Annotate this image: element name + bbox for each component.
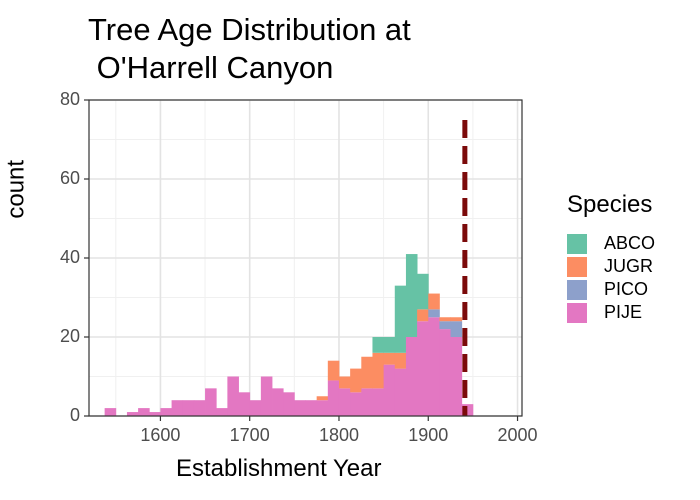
y-tick-label: 80 — [59, 89, 80, 109]
bar-pico — [428, 309, 440, 318]
bar-pije — [461, 404, 474, 416]
bar-pije — [372, 388, 385, 416]
bar-jugr — [439, 317, 451, 322]
bar-pije — [383, 364, 396, 416]
bar-jugr — [372, 352, 385, 389]
bar-abco — [372, 337, 385, 353]
bar-pije — [338, 388, 351, 416]
legend-title: Species — [567, 191, 653, 218]
y-axis-label: count — [2, 159, 30, 219]
bar-jugr — [316, 396, 329, 401]
bar-pije — [294, 400, 306, 416]
x-axis-label: Establishment Year — [176, 455, 382, 482]
bar-pije — [104, 408, 117, 416]
x-tick-label: 1800 — [318, 425, 359, 445]
y-tick-label: 0 — [69, 405, 80, 425]
bar-abco — [383, 337, 396, 353]
legend-swatch — [567, 257, 587, 277]
bar-jugr — [450, 317, 463, 322]
bar-pije — [182, 400, 195, 416]
bar-pije — [316, 400, 329, 416]
x-tick-label: 2000 — [497, 425, 538, 445]
y-tick-label: 60 — [59, 168, 80, 188]
bar-jugr — [350, 368, 362, 393]
bar-pije — [160, 408, 172, 416]
bar-pije — [149, 412, 161, 416]
bar-pije — [350, 392, 362, 416]
legend-swatch — [567, 303, 587, 323]
bar-pije — [238, 392, 251, 416]
bar-jugr — [383, 352, 396, 365]
legend-label: ABCO — [604, 233, 656, 253]
bar-pije — [126, 412, 139, 416]
bar-pico — [439, 321, 451, 330]
bar-pije — [428, 317, 440, 416]
legend-swatch — [567, 280, 587, 300]
bar-jugr — [428, 293, 440, 310]
bar-pije — [171, 400, 184, 416]
bar-pije — [450, 337, 463, 416]
bar-pije — [394, 368, 407, 416]
bar-pije — [272, 388, 284, 416]
x-tick-label: 1700 — [229, 425, 270, 445]
x-tick-label: 1900 — [408, 425, 449, 445]
bar-jugr — [361, 356, 373, 389]
bar-pije — [138, 408, 150, 416]
bar-pico — [450, 321, 463, 337]
bar-abco — [405, 254, 418, 337]
bar-pije — [216, 408, 228, 416]
legend-label: PICO — [604, 279, 649, 299]
bar-pije — [417, 321, 429, 416]
bar-pije — [305, 400, 318, 416]
y-tick-label: 20 — [59, 326, 80, 346]
bar-jugr — [338, 376, 351, 389]
bar-pije — [361, 388, 373, 416]
bar-abco — [394, 285, 407, 353]
bar-pije — [260, 376, 273, 416]
legend-label: PIJE — [604, 302, 643, 322]
bar-pije — [283, 392, 295, 416]
bar-pije — [405, 337, 418, 416]
bar-pije — [227, 376, 239, 416]
bar-pije — [205, 388, 217, 416]
bar-pije — [439, 329, 451, 416]
bar-pije — [327, 380, 340, 416]
chart-title-line-1: Tree Age Distribution at — [88, 12, 411, 47]
x-tick-label: 1600 — [140, 425, 181, 445]
y-tick-label: 40 — [59, 247, 80, 267]
legend-swatch — [567, 234, 587, 254]
bar-jugr — [394, 352, 407, 369]
bar-pije — [193, 400, 206, 416]
legend-label: JUGR — [604, 256, 653, 276]
bar-jugr — [417, 309, 429, 322]
bar-jugr — [327, 360, 340, 381]
bar-abco — [417, 273, 429, 310]
chart-title-line-2: O'Harrell Canyon — [88, 50, 334, 85]
bar-pije — [249, 400, 262, 416]
